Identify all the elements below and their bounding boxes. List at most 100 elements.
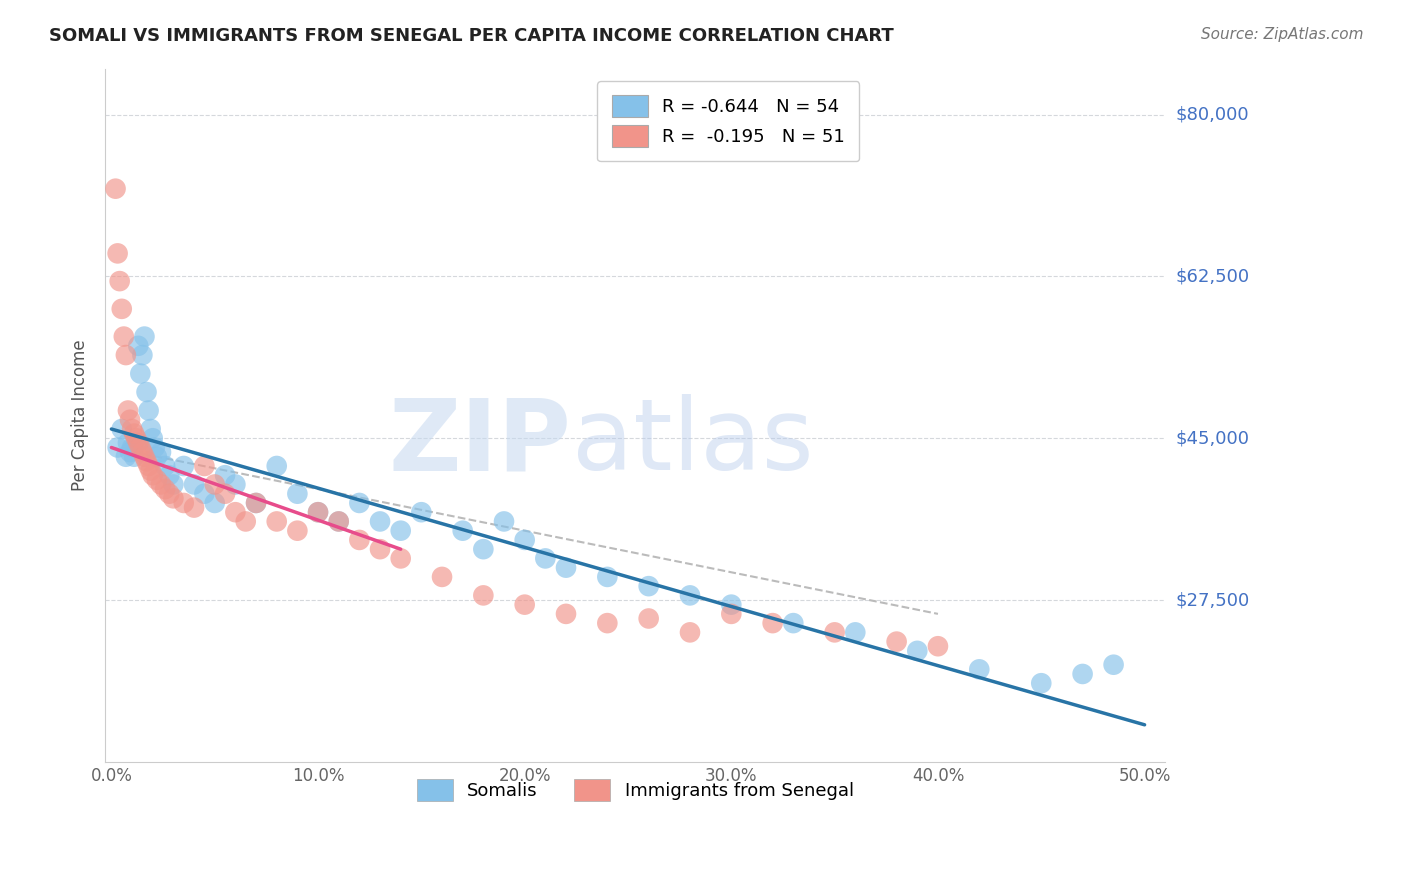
Point: [107, 246, 129, 260]
Point: [127, 339, 149, 353]
Point: [118, 413, 141, 427]
Point: [117, 403, 139, 417]
Point: [411, 505, 433, 519]
Point: [117, 435, 139, 450]
Point: [204, 477, 226, 491]
Point: [153, 482, 176, 496]
Point: [307, 505, 329, 519]
Point: [118, 445, 141, 459]
Text: $45,000: $45,000: [1175, 429, 1250, 447]
Point: [349, 496, 371, 510]
Point: [122, 450, 145, 464]
Point: [472, 542, 495, 557]
Point: [131, 445, 153, 459]
Point: [451, 524, 474, 538]
Point: [139, 464, 162, 478]
Point: [173, 496, 195, 510]
Point: [146, 473, 169, 487]
Point: [492, 515, 515, 529]
Point: [115, 348, 138, 362]
Point: [824, 625, 846, 640]
Point: [1102, 657, 1125, 672]
Point: [328, 515, 350, 529]
Point: [762, 616, 785, 631]
Legend: Somalis, Immigrants from Senegal: Somalis, Immigrants from Senegal: [402, 764, 868, 815]
Text: $27,500: $27,500: [1175, 591, 1250, 609]
Point: [224, 477, 246, 491]
Point: [183, 477, 205, 491]
Point: [844, 625, 866, 640]
Point: [679, 625, 702, 640]
Point: [905, 644, 928, 658]
Point: [596, 570, 619, 584]
Point: [1031, 676, 1053, 690]
Point: [245, 496, 267, 510]
Point: [307, 505, 329, 519]
Point: [513, 598, 536, 612]
Point: [204, 496, 226, 510]
Point: [125, 431, 148, 445]
Point: [135, 454, 157, 468]
Point: [162, 477, 184, 491]
Point: [129, 367, 152, 381]
Point: [134, 450, 156, 464]
Point: [104, 182, 127, 196]
Point: [125, 435, 148, 450]
Point: [472, 588, 495, 602]
Point: [135, 385, 157, 400]
Point: [430, 570, 453, 584]
Point: [389, 551, 412, 566]
Point: [193, 486, 215, 500]
Point: [150, 477, 173, 491]
Point: [555, 607, 578, 621]
Point: [720, 598, 742, 612]
Text: ZIP: ZIP: [388, 394, 572, 491]
Point: [129, 441, 152, 455]
Point: [162, 491, 184, 506]
Text: $62,500: $62,500: [1175, 268, 1250, 285]
Point: [146, 450, 169, 464]
Point: [121, 422, 143, 436]
Text: Source: ZipAtlas.com: Source: ZipAtlas.com: [1201, 27, 1364, 42]
Point: [121, 441, 143, 455]
Point: [122, 426, 145, 441]
Point: [349, 533, 371, 547]
Point: [134, 329, 156, 343]
Point: [150, 445, 173, 459]
Point: [969, 662, 991, 676]
Point: [138, 403, 160, 417]
Point: [534, 551, 557, 566]
Point: [138, 458, 160, 473]
Point: [111, 301, 134, 316]
Point: [513, 533, 536, 547]
Point: [368, 515, 391, 529]
Point: [183, 500, 205, 515]
Point: [127, 435, 149, 450]
Point: [214, 468, 236, 483]
Y-axis label: Per Capita Income: Per Capita Income: [72, 339, 89, 491]
Point: [214, 486, 236, 500]
Point: [131, 348, 153, 362]
Point: [287, 486, 309, 500]
Point: [555, 560, 578, 574]
Point: [389, 524, 412, 538]
Point: [287, 524, 309, 538]
Text: SOMALI VS IMMIGRANTS FROM SENEGAL PER CAPITA INCOME CORRELATION CHART: SOMALI VS IMMIGRANTS FROM SENEGAL PER CA…: [49, 27, 894, 45]
Point: [157, 486, 180, 500]
Point: [266, 458, 288, 473]
Text: $80,000: $80,000: [1175, 106, 1250, 124]
Point: [173, 458, 195, 473]
Point: [266, 515, 288, 529]
Point: [153, 458, 176, 473]
Point: [111, 422, 134, 436]
Point: [637, 579, 659, 593]
Point: [142, 431, 165, 445]
Point: [108, 274, 131, 288]
Point: [637, 611, 659, 625]
Point: [596, 616, 619, 631]
Point: [193, 458, 215, 473]
Point: [368, 542, 391, 557]
Point: [328, 515, 350, 529]
Point: [927, 639, 949, 653]
Point: [235, 515, 257, 529]
